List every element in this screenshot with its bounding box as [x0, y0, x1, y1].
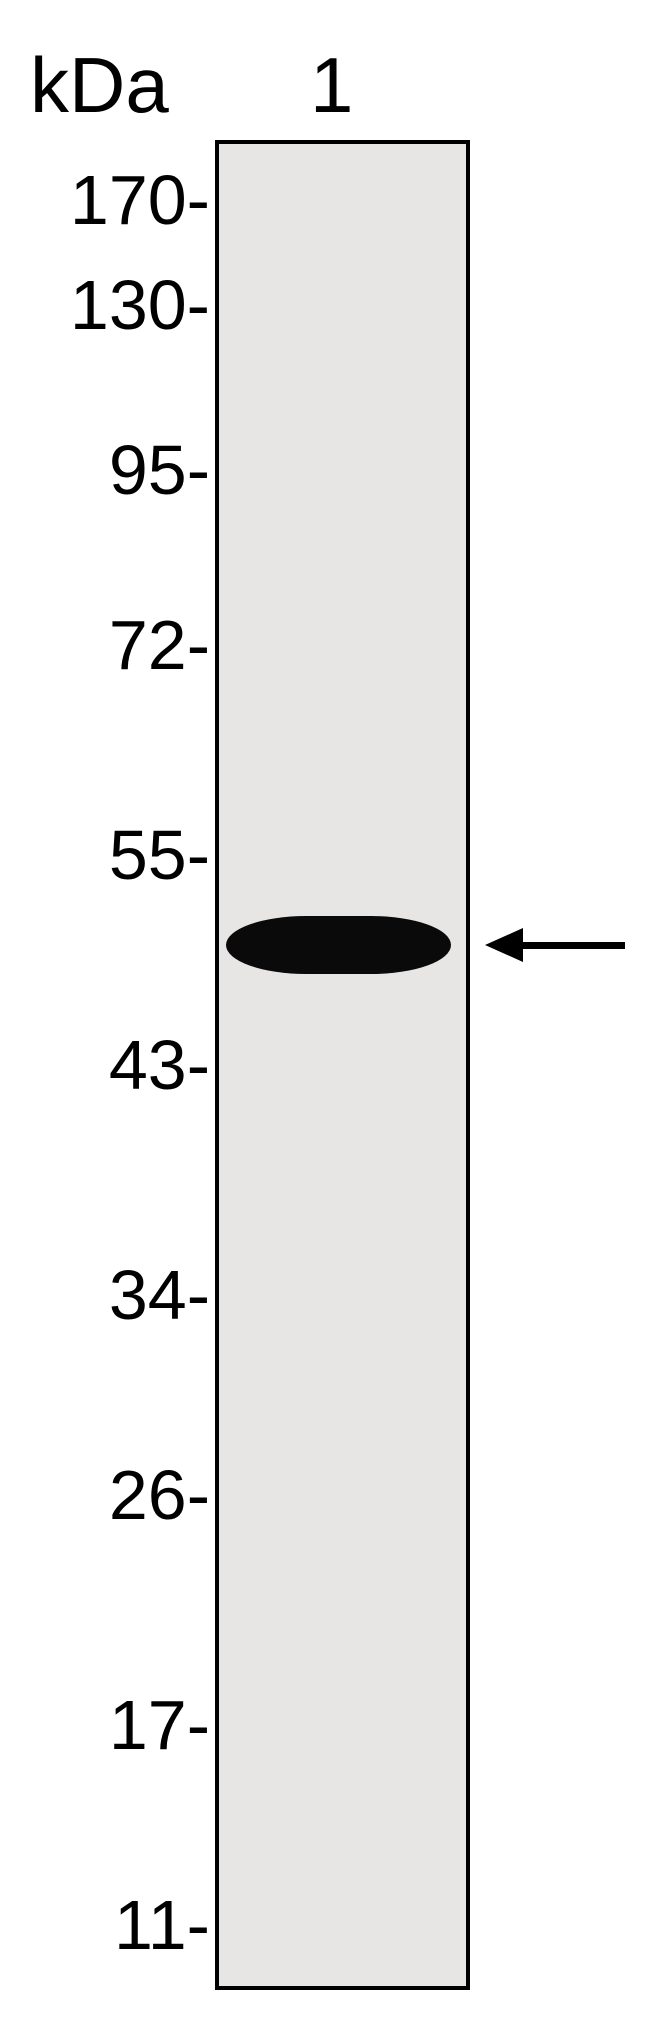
marker-17: 17-: [0, 1685, 210, 1765]
arrow-head: [485, 928, 523, 962]
marker-26: 26-: [0, 1455, 210, 1535]
marker-11: 11-: [0, 1885, 210, 1965]
axis-title-kda: kDa: [30, 40, 169, 131]
marker-34: 34-: [0, 1255, 210, 1335]
marker-72: 72-: [0, 605, 210, 685]
marker-130: 130-: [0, 265, 210, 345]
lane-box-1: [215, 140, 470, 1990]
band-1: [226, 916, 451, 974]
blot-figure: kDa 1 170- 130- 95- 72- 55- 43- 34- 26- …: [0, 0, 650, 2034]
marker-43: 43-: [0, 1025, 210, 1105]
marker-95: 95-: [0, 430, 210, 510]
arrow-shaft: [523, 942, 625, 949]
lane-label-1: 1: [310, 40, 353, 131]
marker-170: 170-: [0, 160, 210, 240]
marker-55: 55-: [0, 815, 210, 895]
